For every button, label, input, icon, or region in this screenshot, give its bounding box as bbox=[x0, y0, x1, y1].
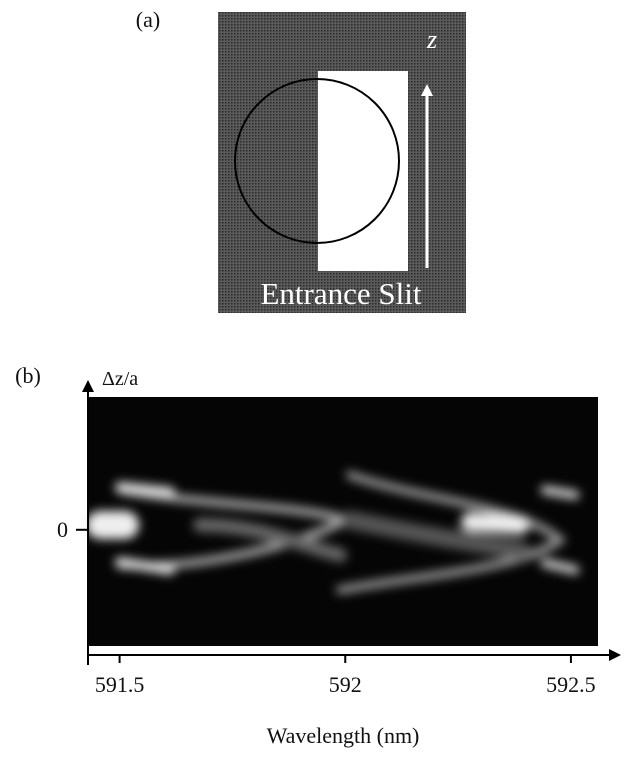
x-tick-label: 591.5 bbox=[95, 672, 145, 697]
slit-label: Entrance Slit bbox=[261, 276, 422, 311]
y-tick-label: 0 bbox=[57, 517, 68, 542]
panel-label: (b) bbox=[15, 363, 41, 388]
spectrum-features bbox=[86, 471, 580, 594]
z-label: z bbox=[426, 25, 437, 54]
y-axis-label: Δz/a bbox=[102, 368, 138, 390]
spot-circle bbox=[234, 78, 400, 244]
x-axis-label: Wavelength (nm) bbox=[267, 723, 420, 748]
x-tick-label: 592 bbox=[329, 672, 362, 697]
panel-label: (a) bbox=[136, 7, 160, 32]
x-tick-label: 592.5 bbox=[546, 672, 596, 697]
slit bbox=[318, 71, 408, 271]
